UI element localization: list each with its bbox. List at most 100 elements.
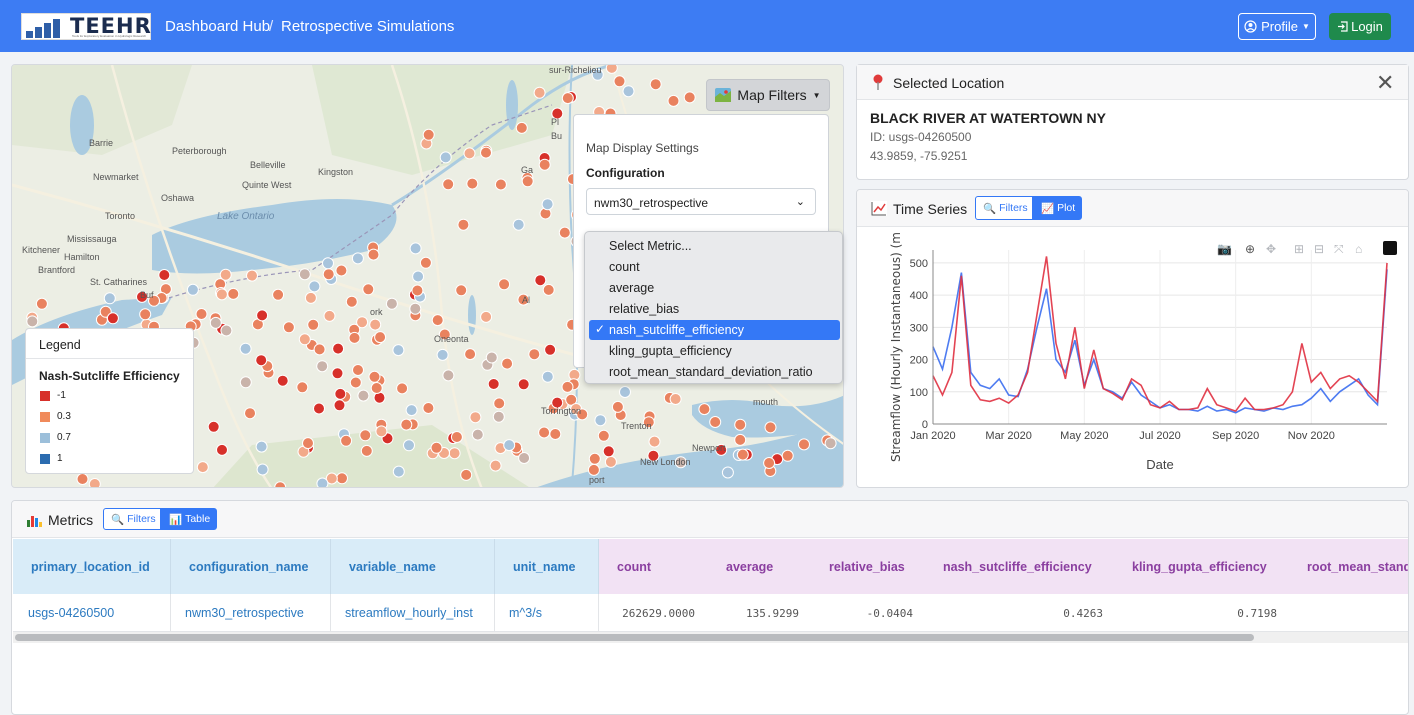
- station-marker[interactable]: [216, 443, 228, 456]
- station-marker[interactable]: [533, 86, 546, 99]
- station-marker[interactable]: [325, 472, 338, 485]
- station-marker[interactable]: [419, 256, 432, 269]
- station-marker[interactable]: [541, 370, 554, 383]
- station-marker[interactable]: [541, 198, 554, 211]
- station-marker[interactable]: [239, 342, 252, 355]
- station-marker[interactable]: [648, 435, 661, 448]
- station-marker[interactable]: [403, 439, 415, 452]
- station-marker[interactable]: [736, 448, 749, 461]
- station-marker[interactable]: [561, 92, 574, 105]
- station-marker[interactable]: [396, 382, 409, 395]
- column-header[interactable]: configuration_name: [171, 539, 331, 594]
- station-marker[interactable]: [385, 297, 398, 310]
- station-marker[interactable]: [622, 85, 635, 98]
- station-marker[interactable]: [76, 473, 89, 485]
- station-marker[interactable]: [333, 399, 346, 412]
- station-marker[interactable]: [422, 402, 435, 414]
- station-marker[interactable]: [362, 283, 375, 296]
- station-marker[interactable]: [588, 452, 601, 465]
- station-marker[interactable]: [528, 348, 541, 361]
- station-marker[interactable]: [542, 283, 555, 296]
- station-marker[interactable]: [323, 309, 336, 322]
- station-marker[interactable]: [322, 268, 335, 281]
- station-marker[interactable]: [369, 318, 382, 331]
- station-marker[interactable]: [517, 293, 530, 306]
- station-marker[interactable]: [307, 318, 320, 331]
- zoom-in-icon[interactable]: ⊞: [1294, 242, 1305, 256]
- column-header[interactable]: primary_location_id: [13, 539, 171, 594]
- column-header[interactable]: nash_sutcliffe_efficiency: [943, 560, 1092, 574]
- station-marker[interactable]: [298, 333, 311, 346]
- station-marker[interactable]: [515, 121, 528, 134]
- station-marker[interactable]: [469, 411, 482, 424]
- column-header[interactable]: unit_name: [495, 539, 599, 594]
- autoscale-icon[interactable]: ⤧: [1334, 242, 1344, 256]
- ts-filters-toggle[interactable]: 🔍 Filters: [975, 196, 1033, 220]
- station-marker[interactable]: [605, 65, 618, 74]
- station-marker[interactable]: [591, 68, 604, 81]
- time-series-chart[interactable]: 0 100 200 300 400 500 Jan 2020 Mar 2020 May 2020…: [857, 190, 1409, 488]
- station-marker[interactable]: [576, 408, 589, 421]
- station-marker[interactable]: [349, 376, 362, 389]
- station-marker[interactable]: [375, 425, 388, 438]
- station-marker[interactable]: [669, 393, 682, 405]
- station-marker[interactable]: [332, 342, 345, 355]
- station-marker[interactable]: [400, 418, 413, 431]
- station-marker[interactable]: [721, 466, 734, 479]
- station-marker[interactable]: [322, 257, 334, 270]
- station-marker[interactable]: [493, 397, 506, 410]
- station-marker[interactable]: [587, 463, 600, 476]
- station-marker[interactable]: [487, 378, 500, 390]
- station-marker[interactable]: [357, 389, 370, 402]
- metric-option[interactable]: relative_bias: [609, 302, 680, 316]
- station-marker[interactable]: [255, 440, 268, 453]
- horizontal-scrollbar[interactable]: [15, 634, 1254, 641]
- station-marker[interactable]: [256, 309, 269, 322]
- station-marker[interactable]: [503, 439, 516, 452]
- station-marker[interactable]: [619, 386, 631, 398]
- station-marker[interactable]: [239, 376, 252, 389]
- station-marker[interactable]: [139, 308, 152, 321]
- station-marker[interactable]: [359, 429, 372, 442]
- station-marker[interactable]: [272, 288, 285, 301]
- station-marker[interactable]: [148, 294, 160, 307]
- station-marker[interactable]: [274, 481, 287, 488]
- metric-option[interactable]: average: [609, 281, 655, 295]
- station-marker[interactable]: [26, 315, 39, 328]
- station-marker[interactable]: [667, 94, 680, 107]
- station-marker[interactable]: [460, 468, 473, 481]
- station-marker[interactable]: [348, 331, 361, 344]
- metric-select-menu[interactable]: Select Metric... count average relative_…: [584, 231, 843, 384]
- metrics-filters-toggle[interactable]: 🔍 Filters: [103, 508, 161, 530]
- station-marker[interactable]: [88, 478, 101, 489]
- column-header[interactable]: count: [617, 560, 652, 574]
- station-marker[interactable]: [244, 407, 256, 420]
- station-marker[interactable]: [824, 437, 837, 450]
- station-marker[interactable]: [544, 343, 557, 356]
- station-marker[interactable]: [186, 283, 199, 296]
- station-marker[interactable]: [534, 274, 547, 287]
- station-marker[interactable]: [565, 393, 578, 406]
- metric-option[interactable]: count: [609, 260, 640, 274]
- station-marker[interactable]: [409, 242, 422, 255]
- station-marker[interactable]: [457, 218, 470, 231]
- column-header[interactable]: kling_gupta_efficiency: [1132, 560, 1267, 574]
- profile-dropdown-button[interactable]: Profile ▼: [1238, 13, 1316, 40]
- pan-icon[interactable]: ✥: [1266, 242, 1277, 256]
- station-marker[interactable]: [781, 449, 794, 462]
- station-marker[interactable]: [734, 418, 747, 431]
- station-marker[interactable]: [409, 302, 422, 315]
- station-marker[interactable]: [485, 351, 498, 364]
- station-marker[interactable]: [764, 421, 777, 434]
- column-header[interactable]: root_mean_stand: [1307, 560, 1409, 574]
- station-marker[interactable]: [442, 369, 455, 382]
- metric-option[interactable]: kling_gupta_efficiency: [609, 344, 732, 358]
- station-marker[interactable]: [538, 426, 551, 439]
- station-marker[interactable]: [431, 314, 444, 327]
- close-icon[interactable]: ✕: [1376, 70, 1395, 95]
- teehr-logo[interactable]: TEEHR Tools for Exploratory Evaluation i…: [21, 13, 151, 40]
- station-marker[interactable]: [392, 465, 405, 478]
- station-marker[interactable]: [551, 107, 564, 120]
- station-marker[interactable]: [455, 284, 468, 297]
- station-marker[interactable]: [308, 280, 321, 293]
